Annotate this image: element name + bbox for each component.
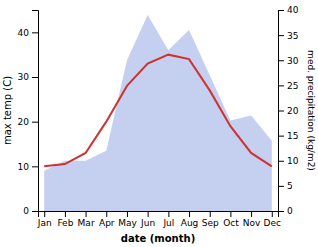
tick-label: Apr [99,218,115,228]
tick: 30 [278,56,299,66]
tick-mark [210,211,211,217]
tick-mark [86,211,87,217]
chart: Jan Feb Mar AprMayJun Jul AugSep Oct NovDec 0 10 2… [0,0,318,247]
tick: Dec [264,211,281,228]
tick: May [118,211,137,228]
tick-mark [168,211,169,217]
tick: Nov [243,211,261,228]
x-axis: Jan Feb Mar AprMayJun Jul AugSep Oct NovDec [37,211,281,228]
tick-label: 20 [287,106,299,116]
tick-mark [44,211,45,217]
tick-mark [127,211,128,217]
tick-mark [278,60,284,61]
tick-label: 30 [287,56,299,66]
axis-line [39,212,279,218]
tick: Aug [181,211,199,228]
tick-label: 40 [287,5,299,15]
tick: Apr [99,211,115,228]
tick: 0 [23,206,38,216]
tick: Oct [223,211,239,228]
tick-mark [278,136,284,137]
tick: 40 [18,28,38,38]
tick: Mar [78,211,95,228]
tick-mark [278,211,284,212]
tick-label: Mar [78,218,95,228]
tick-mark [148,211,149,217]
tick-mark [32,211,38,212]
tick-label: 0 [287,206,293,216]
tick: 35 [278,31,298,41]
tick: Feb [57,211,73,228]
y-axis-title: max temp (C) [2,76,13,145]
tick-mark [32,122,38,123]
tick-mark [278,186,284,187]
marks [44,15,272,211]
tick: 10 [278,156,299,166]
tick-mark [278,161,284,162]
tick-label: 0 [23,206,29,216]
tick-label: 35 [287,31,298,41]
x-axis-title: date (month) [121,233,195,244]
tick: Sep [202,211,219,228]
tick-label: 25 [287,81,298,91]
tick-label: 10 [287,156,299,166]
tick: 20 [278,106,299,116]
tick: Jun [140,211,155,228]
tick: 20 [18,117,38,127]
tick-mark [32,166,38,167]
tick: Jan [37,211,52,228]
tick-label: Jan [37,218,52,228]
y2-axis-title: med. precipitation (kg/m2) [306,50,316,171]
tick-label: 20 [18,117,30,127]
tick-mark [251,211,252,217]
tick-mark [189,211,190,217]
tick: 10 [18,162,38,172]
plot: Jan Feb Mar AprMayJun Jul AugSep Oct NovDec 0 10 2… [2,5,316,244]
tick-mark [32,77,38,78]
tick-label: Dec [264,218,281,228]
tick-label: Aug [181,218,199,228]
tick-mark [278,35,284,36]
tick-mark [106,211,107,217]
tick-label: 40 [18,28,30,38]
tick-label: Oct [223,218,239,228]
tick-mark [272,211,273,217]
tick-mark [278,85,284,86]
tick-label: 10 [18,162,30,172]
tick-label: 15 [287,131,298,141]
tick-label: 30 [18,72,30,82]
area [44,15,272,211]
tick-label: May [118,218,137,228]
tick-mark [32,32,38,33]
tick-label: Feb [57,218,73,228]
tick: 30 [18,72,38,82]
y-axis: 0 10 20 30 40 [18,11,39,217]
tick: 0 [278,206,293,216]
tick-mark [65,211,66,217]
tick-label: Nov [243,218,261,228]
line [44,55,272,167]
tick: 40 [278,5,299,15]
tick-label: Sep [202,218,219,228]
tick-label: 5 [287,181,293,191]
tick: 25 [278,81,298,91]
tick-mark [278,10,284,11]
tick-label: Jul [162,218,174,228]
tick: 15 [278,131,298,141]
tick-mark [278,111,284,112]
tick: Jul [162,211,174,228]
tick-mark [230,211,231,217]
axis-line [279,11,285,212]
tick: 5 [278,181,293,191]
tick-label: Jun [140,218,155,228]
axis-line [32,11,39,212]
y2-axis: 0 5 10 15 20 25 30 35 40 [278,5,299,216]
